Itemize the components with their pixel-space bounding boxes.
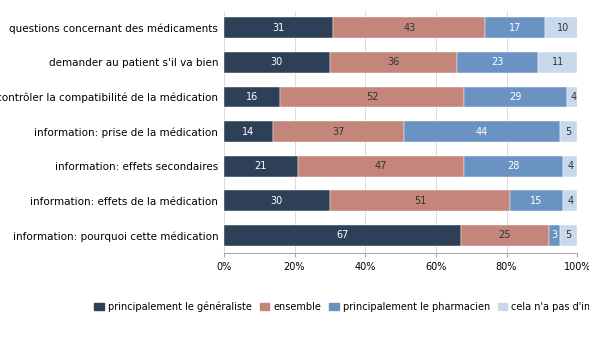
Text: 51: 51 <box>413 196 426 206</box>
Bar <box>273 121 404 142</box>
Text: 17: 17 <box>509 23 522 33</box>
Text: 44: 44 <box>476 127 488 137</box>
Text: 11: 11 <box>552 58 564 67</box>
Text: 30: 30 <box>271 196 283 206</box>
Text: 15: 15 <box>530 196 543 206</box>
Text: 30: 30 <box>271 58 283 67</box>
Bar <box>461 225 549 246</box>
Bar <box>560 121 577 142</box>
Text: 67: 67 <box>336 230 349 240</box>
Bar <box>224 225 461 246</box>
Text: 21: 21 <box>254 161 267 171</box>
Text: 25: 25 <box>498 230 511 240</box>
Bar <box>224 156 298 177</box>
Bar <box>457 52 538 73</box>
Text: 31: 31 <box>273 23 284 33</box>
Text: 5: 5 <box>565 127 571 137</box>
Bar <box>567 87 581 107</box>
Text: 4: 4 <box>571 92 577 102</box>
Bar <box>563 156 577 177</box>
Bar <box>549 225 560 246</box>
Bar <box>298 156 464 177</box>
Bar <box>224 121 273 142</box>
Text: 47: 47 <box>375 161 388 171</box>
Bar <box>333 18 485 38</box>
Text: 23: 23 <box>491 58 504 67</box>
Bar <box>563 191 577 211</box>
Text: 4: 4 <box>567 196 573 206</box>
Bar <box>224 191 330 211</box>
Text: 36: 36 <box>388 58 399 67</box>
Text: 43: 43 <box>403 23 415 33</box>
Text: 37: 37 <box>332 127 345 137</box>
Text: 52: 52 <box>366 92 379 102</box>
Text: 28: 28 <box>507 161 520 171</box>
Bar <box>330 52 457 73</box>
Bar <box>538 52 577 73</box>
Bar <box>330 191 510 211</box>
Bar <box>404 121 560 142</box>
Bar <box>560 225 577 246</box>
Text: 4: 4 <box>567 161 573 171</box>
Bar <box>280 87 464 107</box>
Bar <box>224 87 280 107</box>
Legend: principalement le généraliste, ensemble, principalement le pharmacien, cela n'a : principalement le généraliste, ensemble,… <box>94 301 589 312</box>
Bar <box>464 87 567 107</box>
Text: 14: 14 <box>243 127 254 137</box>
Bar <box>464 156 563 177</box>
Text: 16: 16 <box>246 92 258 102</box>
Bar <box>224 52 330 73</box>
Text: 29: 29 <box>509 92 522 102</box>
Text: 5: 5 <box>565 230 571 240</box>
Bar <box>545 18 581 38</box>
Bar <box>510 191 563 211</box>
Bar <box>224 18 333 38</box>
Text: 3: 3 <box>551 230 557 240</box>
Text: 10: 10 <box>557 23 569 33</box>
Bar <box>485 18 545 38</box>
